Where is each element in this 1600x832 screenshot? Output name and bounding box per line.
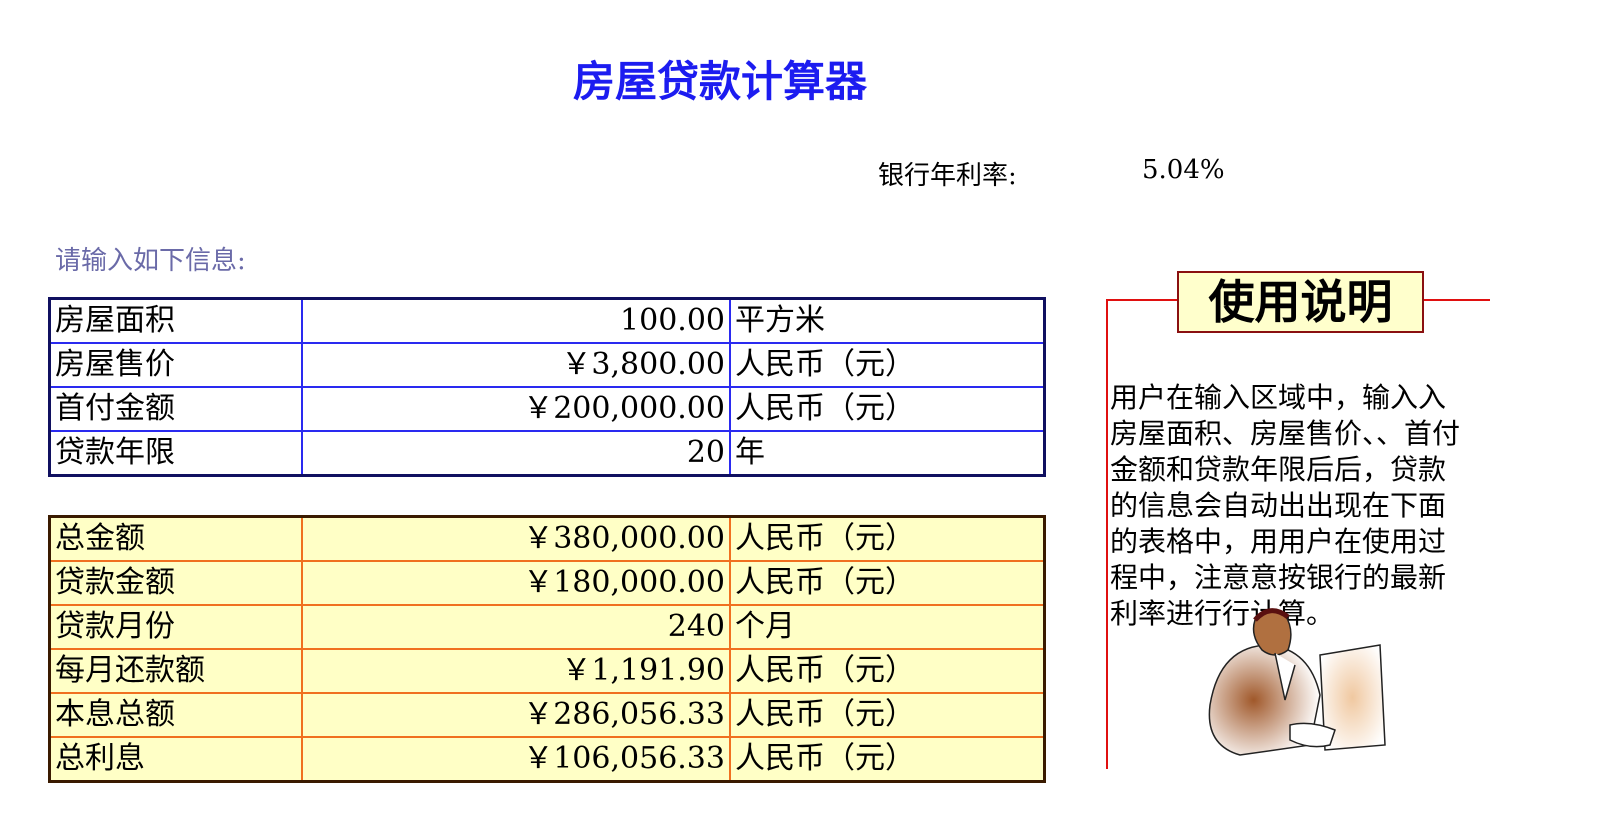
table-row: 首付金额 ￥200,000.00 人民币（元）	[48, 386, 1046, 432]
help-frame-line-left	[1106, 299, 1108, 769]
input-table: 房屋面积 100.00 平方米 房屋售价 ￥3,800.00 人民币（元） 首付金额 ￥2…	[48, 297, 1046, 477]
table-row: 贷款月份 240 个月	[48, 604, 1046, 650]
row-label: 贷款金额	[48, 560, 303, 606]
table-row: 本息总额 ￥286,056.33 人民币（元）	[48, 692, 1046, 738]
row-value: ￥380,000.00	[301, 515, 731, 562]
row-value: 240	[301, 604, 731, 650]
row-unit: 人民币（元）	[729, 648, 1046, 694]
table-row: 每月还款额 ￥1,191.90 人民币（元）	[48, 648, 1046, 694]
row-label: 总金额	[48, 515, 303, 562]
row-value: ￥286,056.33	[301, 692, 731, 738]
help-frame-line-top-left	[1106, 299, 1178, 301]
row-value: ￥1,191.90	[301, 648, 731, 694]
row-unit: 人民币（元）	[729, 342, 1046, 388]
rate-label: 银行年利率:	[878, 161, 1017, 191]
row-label: 房屋面积	[48, 297, 303, 344]
help-text: 用户在输入区域中，输入入房屋面积、房屋售价、、首付金额和贷款年限后后，贷款的信息…	[1110, 381, 1461, 630]
table-row: 总利息 ￥106,056.33 人民币（元）	[48, 736, 1046, 783]
down-payment-input[interactable]: ￥200,000.00	[301, 386, 731, 432]
row-unit: 人民币（元）	[729, 386, 1046, 432]
row-label: 房屋售价	[48, 342, 303, 388]
table-row: 总金额 ￥380,000.00 人民币（元）	[48, 515, 1046, 562]
table-row: 贷款年限 20 年	[48, 430, 1046, 477]
businessman-at-computer-illustration	[1208, 608, 1386, 756]
table-row: 房屋面积 100.00 平方米	[48, 297, 1046, 344]
row-unit: 人民币（元）	[729, 692, 1046, 738]
table-row: 贷款金额 ￥180,000.00 人民币（元）	[48, 560, 1046, 606]
row-label: 总利息	[48, 736, 303, 783]
help-title: 使用说明	[1177, 271, 1424, 333]
house-area-input[interactable]: 100.00	[301, 297, 731, 344]
loan-years-input[interactable]: 20	[301, 430, 731, 477]
row-unit: 人民币（元）	[729, 736, 1046, 783]
result-table: 总金额 ￥380,000.00 人民币（元） 贷款金额 ￥180,000.00 人民币（…	[48, 515, 1046, 783]
rate-value[interactable]: 5.04%	[1142, 155, 1225, 185]
row-unit: 人民币（元）	[729, 515, 1046, 562]
page-title: 房屋贷款计算器	[572, 57, 867, 106]
row-label: 本息总额	[48, 692, 303, 738]
row-label: 贷款月份	[48, 604, 303, 650]
row-value: ￥180,000.00	[301, 560, 731, 606]
help-frame-line-top-right	[1422, 299, 1490, 301]
row-value: ￥106,056.33	[301, 736, 731, 783]
row-label: 首付金额	[48, 386, 303, 432]
row-unit: 年	[729, 430, 1046, 477]
row-unit: 平方米	[729, 297, 1046, 344]
row-unit: 个月	[729, 604, 1046, 650]
row-label: 每月还款额	[48, 648, 303, 694]
input-prompt: 请输入如下信息:	[55, 246, 246, 276]
row-label: 贷款年限	[48, 430, 303, 477]
row-unit: 人民币（元）	[729, 560, 1046, 606]
house-price-input[interactable]: ￥3,800.00	[301, 342, 731, 388]
table-row: 房屋售价 ￥3,800.00 人民币（元）	[48, 342, 1046, 388]
